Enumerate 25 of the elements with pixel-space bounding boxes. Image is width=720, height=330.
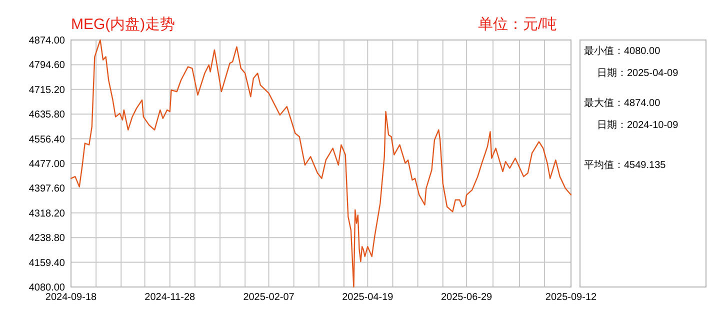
chart-title: MEG(内盘)走势 bbox=[71, 16, 176, 33]
x-tick-label: 2025-02-07 bbox=[243, 292, 295, 303]
y-tick-label: 4794.60 bbox=[28, 60, 66, 72]
x-tick-label: 2025-06-29 bbox=[440, 292, 493, 303]
text: 日期：2024-10-09 bbox=[597, 119, 679, 131]
y-tick-label: 4556.40 bbox=[28, 134, 66, 146]
line-series bbox=[70, 39, 572, 288]
text: 平均值：4549.135 bbox=[584, 159, 666, 171]
chart-subtitle: 单位：元/吨 bbox=[478, 16, 557, 33]
y-tick-label: 4238.80 bbox=[28, 233, 66, 244]
text: 最小值：4080.00 bbox=[584, 45, 661, 57]
text: 最大值：4874.00 bbox=[584, 97, 661, 109]
y-tick-label: 4397.60 bbox=[28, 184, 66, 195]
y-tick-label: 4080.00 bbox=[28, 282, 66, 294]
y-tick-label: 4715.20 bbox=[28, 84, 66, 96]
y-tick-label: 4318.20 bbox=[28, 208, 66, 220]
y-tick-label: 4635.80 bbox=[28, 110, 66, 121]
y-tick-label: 4159.40 bbox=[28, 258, 66, 269]
x-tick-label: 2025-04-19 bbox=[342, 292, 394, 303]
x-tick-label: 2025-09-12 bbox=[545, 292, 598, 303]
y-tick-label: 4874.00 bbox=[28, 36, 66, 46]
y-tick-label: 4477.00 bbox=[28, 159, 66, 170]
x-tick-label: 2024-11-28 bbox=[144, 292, 196, 303]
x-tick-label: 2024-09-18 bbox=[45, 292, 98, 303]
text: 日期：2025-04-09 bbox=[597, 67, 679, 79]
